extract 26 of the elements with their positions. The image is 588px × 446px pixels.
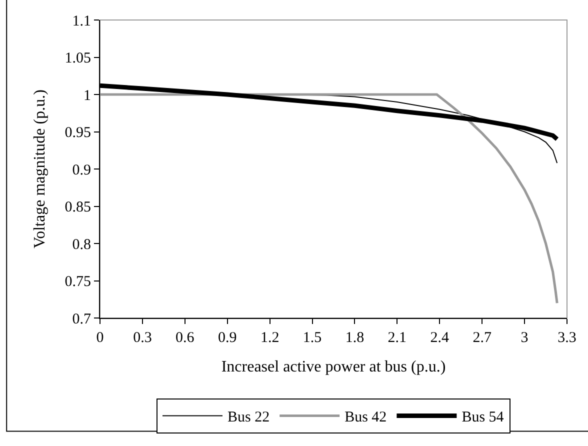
x-tick-label: 1.5 <box>302 330 322 346</box>
y-tick-label: 0.85 <box>64 200 91 216</box>
x-tick-label: 3 <box>520 330 528 346</box>
x-tick-label: 3.3 <box>558 330 576 346</box>
x-tick-label: 0 <box>96 330 104 346</box>
x-tick-label: 2.4 <box>430 330 450 346</box>
legend-label: Bus 22 <box>228 410 270 426</box>
x-tick-label: 0.3 <box>133 330 152 346</box>
y-tick-label: 1 <box>84 88 91 104</box>
y-tick-label: 1.05 <box>64 50 91 66</box>
legend-label: Bus 42 <box>344 410 387 426</box>
y-tick-label: 0.95 <box>64 125 91 141</box>
y-tick-label: 0.75 <box>64 274 91 290</box>
x-tick-label: 0.6 <box>176 330 195 346</box>
x-tick-label: 2.7 <box>472 330 492 346</box>
x-tick-label: 2.1 <box>388 330 407 346</box>
x-axis-title: Increasel active power at bus (p.u.) <box>221 358 446 376</box>
y-tick-label: 0.8 <box>72 236 91 253</box>
x-tick-label: 1.8 <box>345 330 364 346</box>
x-tick-label: 1.2 <box>260 330 280 346</box>
y-axis-title: Voltage magnitude (p.u.) <box>32 90 49 248</box>
y-tick-label: 0.7 <box>72 311 92 328</box>
y-tick-label: 1.1 <box>72 13 91 30</box>
x-tick-label: 0.9 <box>218 330 237 346</box>
legend-label: Bus 54 <box>462 410 504 426</box>
y-tick-label: 0.9 <box>72 162 91 178</box>
